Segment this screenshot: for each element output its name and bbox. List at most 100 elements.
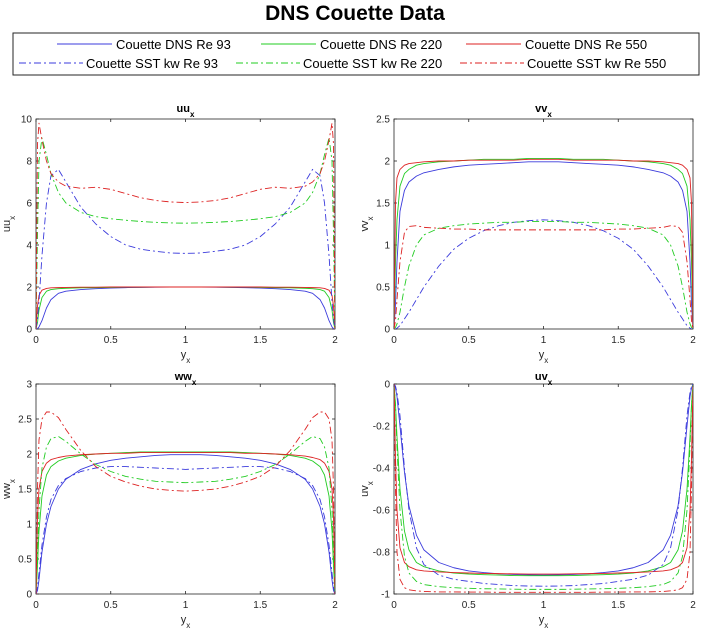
y-tick-label: 0.5 [376, 283, 390, 294]
legend-item: Couette SST kw Re 550 [460, 56, 666, 71]
x-tick-label: 0 [391, 600, 397, 611]
x-tick-label: 0 [33, 335, 39, 346]
series-line [394, 158, 693, 329]
y-tick-label: 8 [26, 157, 32, 168]
legend-box [12, 32, 700, 76]
series-line [394, 158, 693, 329]
series-line [394, 384, 693, 575]
y-axis-label: uux [1, 216, 17, 232]
legend-item: Couette SST kw Re 93 [19, 56, 218, 71]
series-group [394, 158, 693, 329]
figure-title: DNS Couette Data [265, 2, 445, 25]
y-tick-label: 0 [26, 590, 32, 601]
series-group [36, 122, 335, 329]
series-line [36, 286, 335, 329]
y-tick-label: 0 [384, 325, 390, 336]
x-axis-label: yx [539, 349, 549, 365]
y-tick-label: 4 [26, 241, 32, 252]
series-line [394, 221, 693, 329]
x-tick-label: 1 [183, 600, 189, 611]
subplot-uv: 0 0.5 1 1.5 2 -1 -0.8 -0.6 -0.4 -0.2 0 uvx yx uvx [359, 371, 696, 630]
series-line [36, 168, 335, 329]
series-line [394, 161, 693, 329]
series-line [36, 436, 335, 594]
legend-item: Couette DNS Re 550 [466, 37, 647, 52]
y-tick-label: 1 [384, 241, 390, 252]
series-line [394, 384, 693, 577]
y-tick-label: 3 [26, 380, 32, 391]
series-line [36, 451, 335, 594]
subplot-ww: 0 0.5 1 1.5 2 0 0.5 1 1.5 2 2.5 3 wwx yx wwx [1, 371, 338, 630]
series-line [36, 466, 335, 594]
y-tick-label: -0.6 [373, 506, 391, 517]
plot-title: uux [177, 103, 195, 119]
legend-label: Couette DNS Re 550 [525, 37, 647, 52]
x-tick-label: 1 [541, 335, 547, 346]
series-line [394, 219, 693, 329]
series-group [36, 411, 335, 594]
y-tick-label: 1.5 [18, 485, 32, 496]
x-tick-label: 0 [33, 600, 39, 611]
series-line [36, 122, 335, 329]
subplot-vv: 0 0.5 1 1.5 2 0 0.5 1 1.5 2 2.5 vvx yx vvx [359, 103, 696, 365]
y-tick-label: 0 [26, 325, 32, 336]
y-axis-label: uvx [359, 481, 375, 497]
x-tick-label: 1.5 [253, 600, 267, 611]
x-tick-label: 0.5 [462, 600, 476, 611]
legend-item: Couette SST kw Re 220 [236, 56, 442, 71]
plot-title: vvx [535, 103, 552, 119]
legend-label: Couette DNS Re 220 [320, 37, 442, 52]
y-tick-label: 2 [26, 283, 32, 294]
plot-title: wwx [174, 371, 197, 387]
y-tick-label: 2 [384, 157, 390, 168]
legend-label: Couette SST kw Re 93 [86, 56, 218, 71]
y-tick-label: 10 [21, 115, 33, 126]
x-axis-label: yx [181, 349, 191, 365]
y-tick-label: -0.4 [373, 464, 391, 475]
x-tick-label: 2 [332, 600, 338, 611]
legend-label: Couette SST kw Re 220 [303, 56, 442, 71]
y-tick-label: 2 [26, 450, 32, 461]
y-tick-label: 2.5 [18, 415, 32, 426]
series-line [394, 384, 693, 590]
legend: Couette DNS Re 93 Couette DNS Re 220 Couet… [12, 32, 700, 76]
y-tick-label: -0.8 [373, 548, 391, 559]
legend-label: Couette DNS Re 93 [116, 37, 231, 52]
x-tick-label: 1 [541, 600, 547, 611]
y-axis-label: wwx [1, 479, 17, 500]
x-axis-label: yx [539, 614, 549, 630]
y-tick-label: 1 [26, 520, 32, 531]
legend-item: Couette DNS Re 220 [261, 37, 442, 52]
series-line [36, 452, 335, 594]
legend-item: Couette DNS Re 93 [57, 37, 231, 52]
x-tick-label: 2 [690, 335, 696, 346]
x-tick-label: 1.5 [611, 600, 625, 611]
y-tick-label: 0.5 [18, 555, 32, 566]
y-axis-label: vvx [359, 217, 375, 232]
y-tick-label: 2.5 [376, 115, 390, 126]
y-tick-label: -1 [381, 590, 390, 601]
x-tick-label: 0.5 [104, 335, 118, 346]
y-tick-label: 0 [384, 380, 390, 391]
y-tick-label: -0.2 [373, 422, 391, 433]
x-tick-label: 0.5 [462, 335, 476, 346]
plot-area [393, 383, 694, 595]
x-tick-label: 2 [332, 335, 338, 346]
x-tick-label: 0 [391, 335, 397, 346]
x-tick-label: 2 [690, 600, 696, 611]
x-tick-label: 1 [183, 335, 189, 346]
plot-area [35, 383, 336, 595]
x-tick-label: 0.5 [104, 600, 118, 611]
x-tick-label: 1.5 [611, 335, 625, 346]
series-line [36, 454, 335, 594]
plot-area [393, 118, 694, 330]
y-tick-label: 1.5 [376, 199, 390, 210]
plot-area [35, 118, 336, 330]
legend-label: Couette SST kw Re 550 [527, 56, 666, 71]
y-tick-label: 6 [26, 199, 32, 210]
x-axis-label: yx [181, 614, 191, 630]
x-tick-label: 1.5 [253, 335, 267, 346]
subplot-uu: 0 0.5 1 1.5 2 0 2 4 6 8 10 uux yx uux [1, 103, 338, 365]
